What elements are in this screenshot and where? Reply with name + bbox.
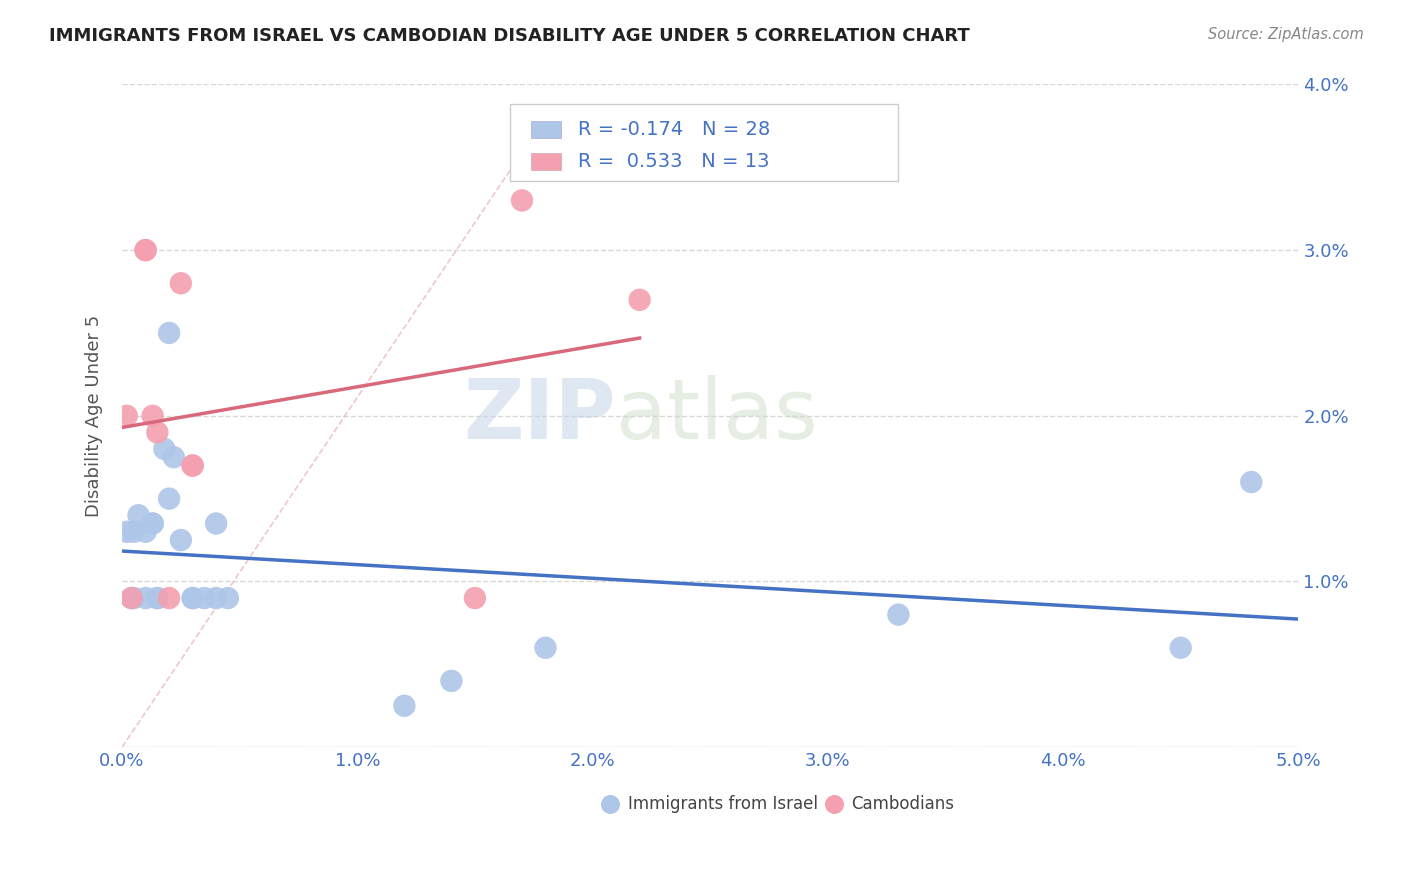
Point [1240, 475, 1263, 489]
Bar [531, 153, 561, 169]
Point [181, 591, 204, 605]
Point [181, 458, 204, 473]
Point [157, 326, 180, 340]
Point [142, 516, 165, 531]
Point [115, 524, 138, 539]
Point [464, 591, 486, 605]
Point [122, 524, 145, 539]
Y-axis label: Disability Age Under 5: Disability Age Under 5 [86, 315, 103, 517]
Point [170, 533, 193, 547]
Text: Cambodians: Cambodians [852, 795, 955, 813]
Point [115, 409, 138, 423]
Point [181, 458, 204, 473]
Point [122, 591, 145, 605]
Text: R = -0.174   N = 28: R = -0.174 N = 28 [578, 120, 770, 139]
Point [163, 450, 186, 465]
Text: Source: ZipAtlas.com: Source: ZipAtlas.com [1208, 27, 1364, 42]
Text: IMMIGRANTS FROM ISRAEL VS CAMBODIAN DISABILITY AGE UNDER 5 CORRELATION CHART: IMMIGRANTS FROM ISRAEL VS CAMBODIAN DISA… [49, 27, 970, 45]
Point [142, 409, 165, 423]
Point [157, 591, 180, 605]
Point [205, 591, 228, 605]
Point [135, 591, 157, 605]
Bar [531, 121, 561, 138]
Point [135, 524, 157, 539]
Point [510, 194, 533, 208]
Text: R =  0.533   N = 13: R = 0.533 N = 13 [578, 152, 770, 171]
Point [135, 243, 157, 257]
Point [128, 508, 150, 523]
Point [170, 277, 193, 291]
Text: ZIP: ZIP [464, 376, 616, 457]
Point [440, 673, 463, 688]
Text: Immigrants from Israel: Immigrants from Israel [628, 795, 818, 813]
Text: atlas: atlas [616, 376, 818, 457]
Point [146, 591, 169, 605]
Point [887, 607, 910, 622]
Point [205, 516, 228, 531]
Point [146, 591, 169, 605]
Point [120, 591, 142, 605]
Point [217, 591, 239, 605]
Point [120, 591, 142, 605]
Point [142, 516, 165, 531]
Point [135, 243, 157, 257]
Point [181, 591, 204, 605]
Point [193, 591, 215, 605]
Point [1170, 640, 1192, 655]
Point [394, 698, 416, 713]
Point [628, 293, 651, 307]
Point [153, 442, 176, 456]
Point [157, 491, 180, 506]
Point [534, 640, 557, 655]
FancyBboxPatch shape [510, 104, 898, 180]
Point [146, 425, 169, 440]
